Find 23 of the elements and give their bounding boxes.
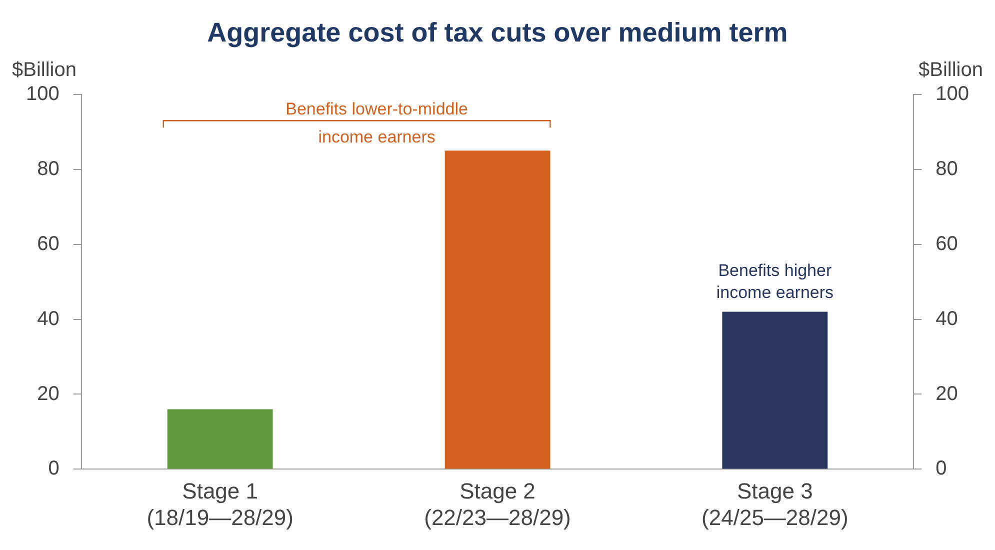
y-tick-label: 20: [37, 382, 60, 405]
bar: [722, 312, 828, 469]
y2-tick-label: 20: [936, 382, 958, 405]
y2-tick-label: 100: [936, 82, 970, 105]
y-tick-label: 100: [26, 82, 60, 105]
y-tick-label: 80: [37, 158, 60, 180]
chart-title: Aggregate cost of tax cuts over medium term: [207, 18, 788, 48]
y-tick-label: 60: [37, 232, 60, 255]
y-tick-label: 40: [37, 308, 60, 330]
bar: [444, 150, 550, 469]
annotation: Benefits lower-to-middle income earners: [286, 100, 468, 147]
x-tick-label: Stage 3 (24/25—28/29): [702, 478, 848, 530]
y2-tick-label: 40: [936, 308, 958, 330]
y2-tick-label: 80: [936, 158, 958, 180]
x-tick-label: Stage 1 (18/19—28/29): [146, 478, 294, 530]
x-tick-label: Stage 2 (22/23—28/29): [424, 478, 571, 530]
y2-axis-title: $Billion: [918, 58, 983, 81]
bar: [167, 409, 273, 469]
annotation: Benefits higher income earners: [716, 260, 834, 302]
y-axis-title: $Billion: [12, 58, 76, 81]
y-tick-label: 0: [48, 458, 60, 480]
y2-tick-label: 0: [936, 458, 947, 480]
y2-tick-label: 60: [936, 232, 958, 255]
